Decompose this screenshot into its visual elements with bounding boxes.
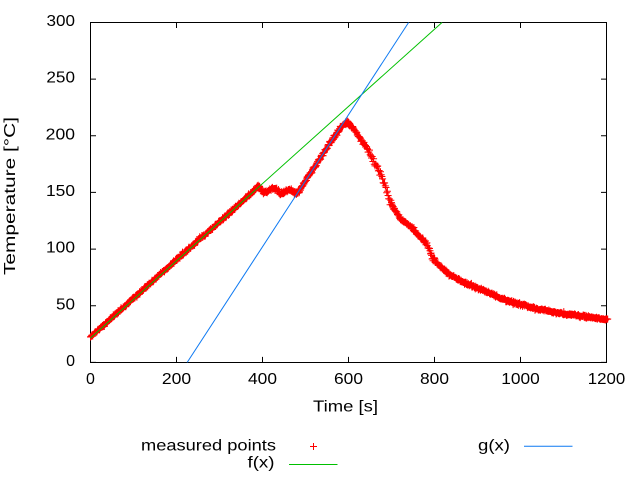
- svg-text:800: 800: [420, 371, 449, 388]
- svg-text:150: 150: [46, 183, 75, 200]
- svg-text:200: 200: [162, 371, 191, 388]
- svg-text:measured points: measured points: [141, 438, 276, 455]
- svg-text:1200: 1200: [588, 371, 626, 388]
- svg-text:50: 50: [56, 296, 75, 313]
- svg-text:300: 300: [47, 13, 76, 30]
- svg-text:Time [s]: Time [s]: [313, 399, 378, 416]
- svg-text:Temperature [°C]: Temperature [°C]: [2, 117, 19, 275]
- svg-text:1000: 1000: [501, 371, 540, 388]
- svg-text:0: 0: [66, 353, 75, 370]
- svg-text:0: 0: [86, 371, 95, 388]
- svg-text:400: 400: [248, 371, 277, 388]
- svg-text:g(x): g(x): [478, 438, 510, 455]
- svg-text:100: 100: [46, 240, 75, 257]
- svg-text:f(x): f(x): [248, 455, 275, 472]
- svg-text:250: 250: [46, 70, 75, 87]
- svg-text:600: 600: [334, 371, 363, 388]
- svg-text:200: 200: [46, 126, 75, 143]
